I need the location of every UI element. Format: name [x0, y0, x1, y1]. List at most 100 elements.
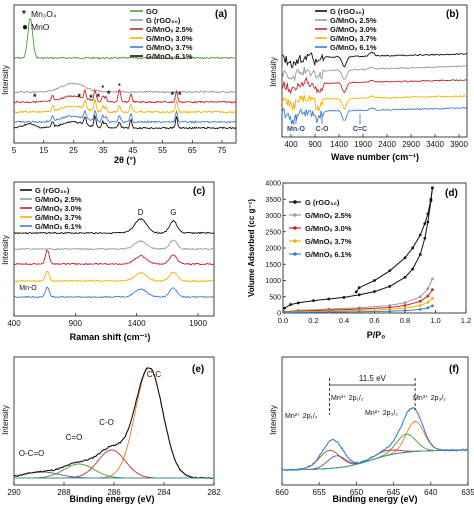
y-axis-label: Intensity — [269, 57, 278, 87]
y-tick-label: 1000 — [265, 278, 281, 285]
x-axis-label: Binding energy (eV) — [332, 494, 417, 504]
panel-b: (b) Intensity Wave number (cm⁻¹) 400 900 1… — [269, 4, 468, 162]
data-point — [418, 304, 422, 307]
peak-annotation: Mn-O — [19, 285, 37, 292]
splitting-label: 11.5 eV — [359, 374, 387, 383]
data-point — [431, 277, 434, 281]
data-point — [403, 304, 407, 307]
y-axis-label: Volume Adsorbed (cc g⁻¹) — [247, 199, 256, 297]
y-axis-label: Intensity — [269, 405, 278, 435]
legend-label: G/MnOₓ 2.5% — [146, 25, 193, 34]
panel-label: (c) — [193, 186, 205, 197]
legend-label: G/MnOₓ 6.1% — [35, 222, 82, 231]
y-axis-label: Intensity — [1, 405, 10, 435]
peak-label: C-O — [99, 418, 114, 427]
x-tick-label: 655 — [313, 488, 327, 497]
legend-marker — [293, 226, 297, 230]
mn3o4-marker: * — [89, 93, 93, 103]
x-tick-label: 290 — [7, 488, 21, 497]
fit-component — [281, 449, 468, 471]
xrd-curve — [13, 82, 237, 94]
xrd-curve — [13, 98, 237, 114]
data-point — [388, 304, 392, 307]
isotherm-adsorption — [284, 187, 433, 309]
legend-marker — [293, 252, 297, 256]
data-point — [411, 246, 415, 250]
x-tick-label: 660 — [275, 488, 289, 497]
mn3o4-marker: * — [171, 90, 175, 100]
x-tick-label: 400 — [7, 319, 21, 328]
isotherm-desorption — [355, 187, 433, 293]
x-tick-label: 2400 — [378, 140, 396, 149]
data-point — [403, 301, 407, 304]
fit-component — [281, 449, 468, 471]
phase-legend-text: Mn₃O₄ — [31, 9, 57, 19]
data-point — [388, 269, 392, 273]
x-tick-label: 900 — [308, 140, 322, 149]
data-point — [411, 267, 415, 271]
y-axis-label: Intensity — [1, 65, 10, 95]
ftir-curve — [281, 51, 467, 68]
x-axis-label: P/P₀ — [367, 330, 386, 340]
panel-label: (d) — [445, 188, 458, 199]
panel-label: (f) — [449, 364, 459, 375]
data-point — [296, 310, 300, 314]
y-tick-label: 2000 — [265, 246, 281, 253]
mn3o4-marker: * — [97, 92, 101, 102]
data-point — [418, 308, 422, 311]
mn3o4-marker: * — [107, 89, 111, 99]
peak-annotation: G — [170, 208, 176, 217]
peak-label: O-C=O — [19, 449, 45, 458]
x-tick-label: 0.8 — [400, 316, 410, 325]
data-point — [423, 222, 427, 226]
x-tick-label: 45 — [128, 146, 137, 155]
xrd-curve — [13, 114, 237, 130]
legend-label: G (rGO₃₀) — [35, 186, 70, 195]
peak-label: Mn²⁺ 2p₁/₂ — [285, 413, 318, 420]
peak-label: Mn³⁺ 2p₃/₂ — [413, 395, 446, 402]
legend-marker — [293, 200, 297, 204]
fit-component — [281, 449, 468, 471]
phase-marker: * — [22, 9, 26, 20]
panel-label: (b) — [446, 9, 459, 20]
ftir-curve — [281, 94, 468, 111]
y-tick-label: 2500 — [265, 229, 281, 236]
data-point — [312, 299, 315, 303]
x-axis-label: Binding energy (eV) — [69, 494, 154, 504]
x-tick-label: 1400 — [330, 140, 348, 149]
data-point — [431, 288, 434, 291]
x-tick-label: 5 — [12, 146, 17, 155]
data-point — [426, 212, 430, 216]
x-tick-label: 75 — [218, 146, 227, 155]
legend-label: G/MnOₓ 3.0% — [146, 34, 193, 43]
x-tick-label: 3400 — [426, 140, 444, 149]
legend-label: G/MnOₓ 6.1% — [305, 250, 352, 259]
plot-frame — [13, 356, 215, 486]
data-point — [403, 256, 407, 260]
panel-a: (a) Intensity 2θ (°) 5 15 25 35 45 55 65 75 * Mn… — [1, 4, 237, 165]
ftir-curve — [281, 65, 468, 81]
data-point — [403, 306, 407, 310]
ftir-curve — [281, 76, 468, 95]
data-point — [283, 311, 286, 315]
x-axis-label: 2θ (°) — [114, 155, 136, 165]
legend-label: G/MnOₓ 3.0% — [35, 204, 82, 213]
peak-label: Mn³⁺ 2p₁/₂ — [331, 395, 364, 402]
x-tick-label: 645 — [387, 488, 401, 497]
legend-label: G (rGO₃₀) — [146, 16, 181, 25]
y-tick-label: 0 — [277, 311, 281, 318]
xrd-curve — [13, 109, 237, 124]
data-point — [426, 306, 430, 310]
panel-label: (e) — [192, 364, 204, 375]
data-point — [418, 299, 422, 303]
data-point — [403, 275, 407, 279]
legend-marker — [293, 239, 297, 243]
mno-marker: ● — [101, 84, 104, 90]
data-point — [373, 290, 376, 293]
y-tick-label: 3500 — [265, 197, 281, 204]
data-point — [429, 197, 433, 201]
data-point — [431, 186, 434, 190]
panel-label: (a) — [215, 9, 227, 20]
x-tick-label: 0.0 — [278, 316, 288, 325]
data-point — [342, 296, 346, 299]
